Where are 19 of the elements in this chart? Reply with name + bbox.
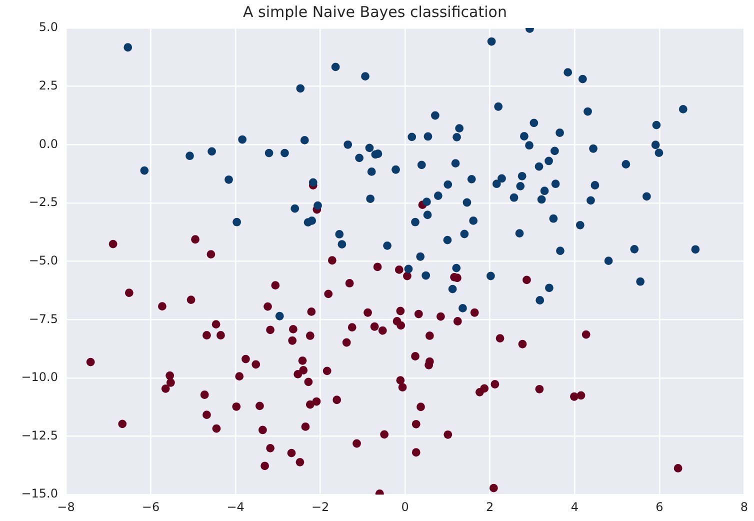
y-tick-label: 0.0 [38,136,58,151]
x-tick-label: −4 [226,500,244,514]
x-tick-label: 2 [486,500,494,514]
y-tick-label: 2.5 [38,78,58,92]
y-tick-label: −10.0 [21,370,58,384]
y-tick-label: −5.0 [28,253,58,268]
x-tick-label: 8 [740,500,748,514]
y-tick-label: −12.5 [21,428,58,442]
x-tick-label: 4 [570,500,578,514]
x-tick-label: −8 [57,500,75,514]
x-tick-label: −2 [311,500,330,514]
y-tick-label: −7.5 [28,312,58,326]
y-tick-label: −15.0 [21,486,58,501]
chart-title: A simple Naive Bayes classification [243,2,507,21]
x-tick-label: 6 [656,500,664,514]
y-tick-label: 5.0 [38,20,58,34]
x-tick-label: −6 [142,500,160,514]
y-tick-label: −2.5 [28,195,58,210]
x-tick-label: 0 [401,500,409,514]
